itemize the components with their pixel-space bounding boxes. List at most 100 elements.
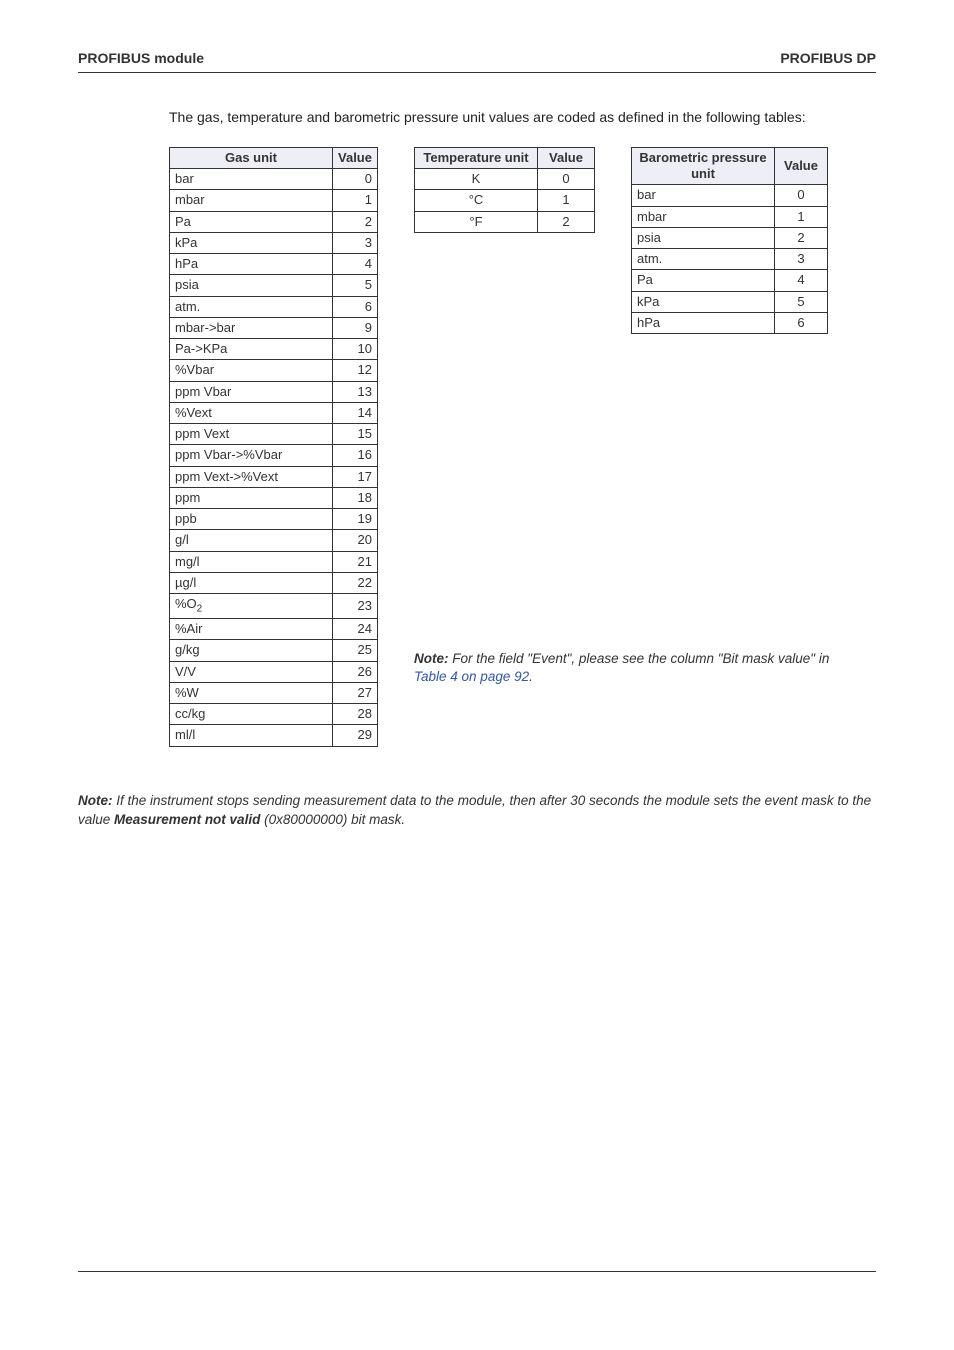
table-row: g/l20 xyxy=(170,530,378,551)
gas-unit-table: Gas unit Value bar0mbar1Pa2kPa3hPa4psia5… xyxy=(169,147,378,747)
value-cell: 23 xyxy=(333,594,378,619)
right-column: Temperature unit Value K0°C1°F2 Barometr… xyxy=(414,147,874,687)
value-cell: 0 xyxy=(333,169,378,190)
note-event-field: Note: For the field "Event", please see … xyxy=(414,650,874,686)
table-row: psia5 xyxy=(170,275,378,296)
table-row: psia2 xyxy=(632,227,828,248)
temp-header-unit: Temperature unit xyxy=(415,147,538,168)
unit-cell: hPa xyxy=(632,312,775,333)
value-cell: 12 xyxy=(333,360,378,381)
note2-part2: (0x80000000) bit mask. xyxy=(260,812,405,827)
table-row: ppm18 xyxy=(170,487,378,508)
table-row: mbar->bar9 xyxy=(170,317,378,338)
note-measurement-not-valid: Note: If the instrument stops sending me… xyxy=(78,792,874,830)
table-row: mg/l21 xyxy=(170,551,378,572)
value-cell: 1 xyxy=(538,190,595,211)
table-row: cc/kg28 xyxy=(170,704,378,725)
table-row: g/kg25 xyxy=(170,640,378,661)
unit-cell: psia xyxy=(632,227,775,248)
value-cell: 6 xyxy=(333,296,378,317)
unit-cell: kPa xyxy=(632,291,775,312)
value-cell: 10 xyxy=(333,339,378,360)
unit-cell: g/kg xyxy=(170,640,333,661)
table-row: mbar1 xyxy=(170,190,378,211)
value-cell: 9 xyxy=(333,317,378,338)
table-row: V/V26 xyxy=(170,661,378,682)
table-row: µg/l22 xyxy=(170,572,378,593)
barometric-unit-table: Barometric pressure unit Value bar0mbar1… xyxy=(631,147,828,334)
note1-link[interactable]: Table 4 on page 92 xyxy=(414,669,529,684)
unit-cell: hPa xyxy=(170,254,333,275)
table-row: atm.6 xyxy=(170,296,378,317)
note2-label: Note: xyxy=(78,793,113,808)
temperature-unit-table: Temperature unit Value K0°C1°F2 xyxy=(414,147,595,233)
temp-header-val: Value xyxy=(538,147,595,168)
unit-cell: °C xyxy=(415,190,538,211)
value-cell: 0 xyxy=(775,185,828,206)
value-cell: 27 xyxy=(333,682,378,703)
table-row: bar0 xyxy=(170,169,378,190)
table-row: kPa5 xyxy=(632,291,828,312)
baro-header-unit: Barometric pressure unit xyxy=(632,147,775,185)
table-row: °F2 xyxy=(415,211,595,232)
value-cell: 17 xyxy=(333,466,378,487)
header-right: PROFIBUS DP xyxy=(780,50,876,66)
value-cell: 1 xyxy=(333,190,378,211)
note1-after: . xyxy=(529,669,533,684)
value-cell: 4 xyxy=(333,254,378,275)
unit-cell: psia xyxy=(170,275,333,296)
note1-label: Note: xyxy=(414,651,449,666)
intro-text: The gas, temperature and barometric pres… xyxy=(169,108,874,127)
unit-cell: V/V xyxy=(170,661,333,682)
unit-cell: ppm xyxy=(170,487,333,508)
table-row: atm.3 xyxy=(632,249,828,270)
value-cell: 3 xyxy=(333,232,378,253)
table-row: K0 xyxy=(415,169,595,190)
table-row: °C1 xyxy=(415,190,595,211)
unit-cell: ppb xyxy=(170,509,333,530)
value-cell: 6 xyxy=(775,312,828,333)
unit-cell: ml/l xyxy=(170,725,333,746)
unit-cell: mbar->bar xyxy=(170,317,333,338)
table-row: mbar1 xyxy=(632,206,828,227)
table-row: kPa3 xyxy=(170,232,378,253)
unit-cell: ppm Vext->%Vext xyxy=(170,466,333,487)
table-row: Pa4 xyxy=(632,270,828,291)
unit-cell: ppm Vbar xyxy=(170,381,333,402)
unit-cell: atm. xyxy=(632,249,775,270)
unit-cell: µg/l xyxy=(170,572,333,593)
unit-cell: ppm Vbar->%Vbar xyxy=(170,445,333,466)
value-cell: 2 xyxy=(538,211,595,232)
value-cell: 16 xyxy=(333,445,378,466)
value-cell: 2 xyxy=(333,211,378,232)
header-left: PROFIBUS module xyxy=(78,50,204,66)
unit-cell: kPa xyxy=(170,232,333,253)
table-row: %Vbar12 xyxy=(170,360,378,381)
unit-cell: bar xyxy=(632,185,775,206)
note2-strong: Measurement not valid xyxy=(114,812,260,827)
value-cell: 22 xyxy=(333,572,378,593)
unit-cell: cc/kg xyxy=(170,704,333,725)
tables-row: Gas unit Value bar0mbar1Pa2kPa3hPa4psia5… xyxy=(169,147,874,747)
table-row: hPa6 xyxy=(632,312,828,333)
table-row: ppm Vbar->%Vbar16 xyxy=(170,445,378,466)
value-cell: 29 xyxy=(333,725,378,746)
content-area: The gas, temperature and barometric pres… xyxy=(169,108,874,747)
unit-cell: %Air xyxy=(170,619,333,640)
unit-cell: %Vext xyxy=(170,402,333,423)
note1-before: For the field "Event", please see the co… xyxy=(449,651,830,666)
value-cell: 20 xyxy=(333,530,378,551)
unit-cell: atm. xyxy=(170,296,333,317)
value-cell: 0 xyxy=(538,169,595,190)
header-rule xyxy=(78,72,876,73)
unit-cell: mbar xyxy=(632,206,775,227)
table-row: %W27 xyxy=(170,682,378,703)
unit-cell: ppm Vext xyxy=(170,424,333,445)
unit-cell: °F xyxy=(415,211,538,232)
unit-cell: Pa xyxy=(632,270,775,291)
value-cell: 3 xyxy=(775,249,828,270)
baro-header-val: Value xyxy=(775,147,828,185)
value-cell: 5 xyxy=(775,291,828,312)
gas-header-val: Value xyxy=(333,147,378,168)
value-cell: 24 xyxy=(333,619,378,640)
